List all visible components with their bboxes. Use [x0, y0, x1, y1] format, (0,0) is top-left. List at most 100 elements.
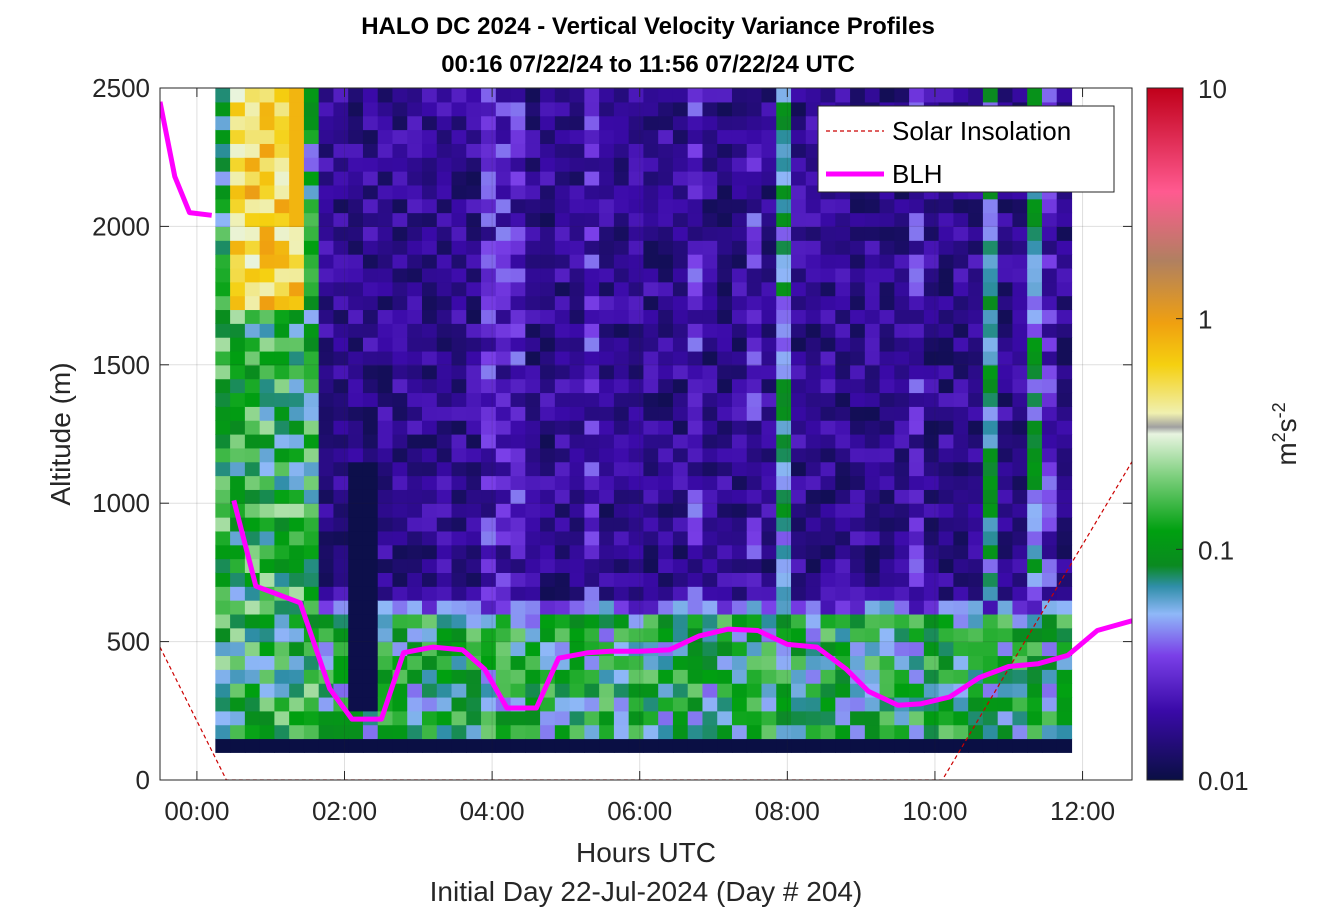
heatmap-cell — [761, 420, 777, 435]
heatmap-cell — [717, 254, 733, 269]
heatmap-cell — [481, 434, 497, 449]
heatmap-cell — [392, 558, 408, 573]
heatmap-cell — [422, 364, 438, 380]
heatmap-cell — [791, 281, 807, 297]
heatmap-cell — [377, 157, 394, 172]
heatmap-cell — [643, 212, 659, 227]
heatmap-cell — [215, 406, 231, 421]
heatmap-cell — [1056, 489, 1073, 504]
heatmap-cell — [318, 350, 335, 366]
heatmap-cell — [215, 143, 231, 158]
heatmap-cell — [613, 129, 630, 144]
heatmap-cell — [377, 115, 394, 131]
heatmap-cell — [274, 364, 290, 380]
heatmap-cell — [215, 447, 231, 463]
heatmap-cell — [407, 489, 423, 504]
heatmap-cell — [436, 364, 453, 380]
heatmap-cell — [1027, 517, 1043, 532]
heatmap-cell — [348, 613, 364, 629]
heatmap-cell — [835, 475, 851, 490]
heatmap-cell — [820, 226, 836, 241]
heatmap-cell — [717, 226, 733, 241]
heatmap-cell — [628, 240, 645, 255]
heatmap-cell — [495, 101, 512, 117]
heatmap-cell — [362, 475, 379, 490]
heatmap-cell — [864, 350, 881, 366]
heatmap-cell — [702, 198, 718, 214]
heatmap-cell — [584, 544, 600, 560]
heatmap-cell — [259, 669, 275, 684]
heatmap-cell — [540, 267, 556, 283]
heatmap-cell — [466, 683, 482, 698]
heatmap-cell — [776, 669, 792, 684]
heatmap-cell — [658, 586, 674, 601]
heatmap-cell — [923, 281, 940, 297]
heatmap-cell — [805, 572, 822, 587]
heatmap-cell — [244, 738, 261, 753]
heatmap-cell — [318, 157, 335, 172]
heatmap-cell — [525, 600, 541, 615]
heatmap-cell — [303, 295, 320, 311]
heatmap-cell — [613, 544, 630, 560]
heatmap-cell — [953, 337, 969, 352]
heatmap-cell — [259, 613, 275, 629]
heatmap-cell — [392, 710, 408, 726]
heatmap-cell — [746, 710, 763, 726]
heatmap-cell — [672, 309, 689, 324]
heatmap-cell — [422, 295, 438, 311]
heatmap-cell — [864, 378, 881, 394]
heatmap-cell — [746, 600, 763, 615]
heatmap-cell — [436, 530, 453, 546]
heatmap-cell — [791, 157, 807, 172]
heatmap-cell — [259, 544, 275, 560]
heatmap-cell — [584, 406, 600, 421]
heatmap-cell — [1041, 517, 1058, 532]
heatmap-cell — [230, 392, 246, 407]
heatmap-cell — [377, 212, 394, 227]
heatmap-cell — [481, 364, 497, 380]
heatmap-cell — [702, 641, 718, 657]
heatmap-cell — [481, 212, 497, 227]
heatmap-cell — [894, 212, 910, 227]
heatmap-cell — [791, 254, 807, 269]
heatmap-cell — [274, 157, 290, 172]
heatmap-cell — [1012, 517, 1028, 532]
heatmap-cell — [968, 447, 984, 463]
heatmap-cell — [230, 724, 246, 740]
heatmap-cell — [997, 627, 1014, 643]
heatmap-cell — [466, 378, 482, 394]
heatmap-cell — [1027, 461, 1043, 477]
heatmap-cell — [938, 88, 954, 103]
heatmap-cell — [348, 475, 364, 490]
heatmap-cell — [481, 406, 497, 421]
heatmap-cell — [259, 434, 275, 449]
heatmap-cell — [776, 267, 792, 283]
heatmap-cell — [230, 337, 246, 352]
heatmap-cell — [761, 267, 777, 283]
heatmap-cell — [540, 115, 556, 131]
heatmap-cell — [230, 171, 246, 186]
heatmap-cell — [584, 586, 600, 601]
heatmap-cell — [348, 683, 364, 698]
heatmap-cell — [968, 309, 984, 324]
heatmap-cell — [864, 475, 881, 490]
heatmap-cell — [805, 226, 822, 241]
heatmap-cell — [392, 171, 408, 186]
heatmap-cell — [481, 530, 497, 546]
heatmap-cell — [495, 586, 512, 601]
heatmap-cell — [1012, 309, 1028, 324]
heatmap-cell — [303, 337, 320, 352]
heatmap-cell — [997, 378, 1014, 394]
heatmap-cell — [850, 350, 866, 366]
heatmap-cell — [584, 198, 600, 214]
heatmap-cell — [731, 350, 748, 366]
heatmap-cell — [746, 281, 763, 297]
heatmap-cell — [746, 738, 763, 753]
heatmap-cell — [687, 489, 704, 504]
heatmap-cell — [1056, 572, 1073, 587]
heatmap-cell — [215, 461, 231, 477]
heatmap-cell — [554, 267, 571, 283]
heatmap-cell — [717, 364, 733, 380]
heatmap-cell — [835, 517, 851, 532]
heatmap-cell — [835, 254, 851, 269]
